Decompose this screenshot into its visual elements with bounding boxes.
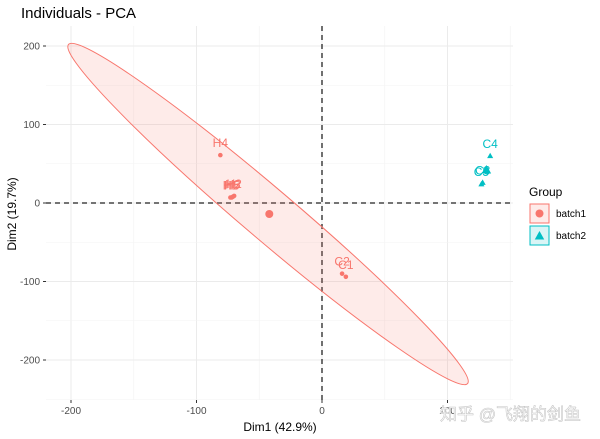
y-tick-label: -200	[20, 356, 40, 367]
centroid-batch2	[481, 165, 492, 174]
x-axis-title: Dim1 (42.9%)	[243, 420, 316, 434]
y-tick-label: 200	[23, 42, 40, 53]
legend-title: Group	[529, 185, 563, 199]
point-H4	[218, 152, 223, 158]
point-label-H1: H1	[223, 179, 239, 193]
point-label-H5: H5	[224, 179, 240, 193]
point-label-C2: C2	[334, 255, 350, 269]
y-axis-title: Dim2 (19.7%)	[5, 177, 19, 250]
point-C4	[487, 152, 494, 159]
legend-circle-icon	[535, 209, 544, 218]
point-C2	[339, 271, 345, 276]
legend-label-batch2: batch2	[556, 231, 586, 242]
x-tick-label: -100	[186, 406, 206, 417]
y-tick-label: 100	[23, 120, 40, 131]
reference-lines	[46, 26, 513, 400]
point-label-C4: C4	[482, 137, 498, 151]
legend: Group batch1 batch2	[529, 185, 586, 246]
legend-triangle-icon	[534, 231, 545, 240]
point-C1	[343, 274, 349, 280]
y-tick-label: 0	[34, 199, 40, 210]
x-tick-label: 0	[319, 406, 325, 417]
legend-label-batch1: batch1	[556, 209, 586, 220]
point-label-H4: H4	[213, 136, 229, 150]
point-H5	[229, 195, 234, 200]
point-C3	[479, 179, 486, 185]
y-tick-label: -100	[20, 277, 40, 288]
point-label-C1: C1	[338, 258, 354, 272]
watermark: 知乎 @飞翔的剑鱼	[440, 405, 581, 424]
point-label-H3: H3	[225, 178, 241, 192]
centroid-batch1	[265, 209, 274, 218]
point-label-H2: H2	[226, 177, 242, 191]
chart-title: Individuals - PCA	[21, 5, 136, 22]
x-tick-label: 100	[439, 406, 456, 417]
axis-ticks: -200 -100 0 100 200 100 0 -100 -200	[20, 42, 456, 418]
x-tick-label: -200	[61, 406, 81, 417]
